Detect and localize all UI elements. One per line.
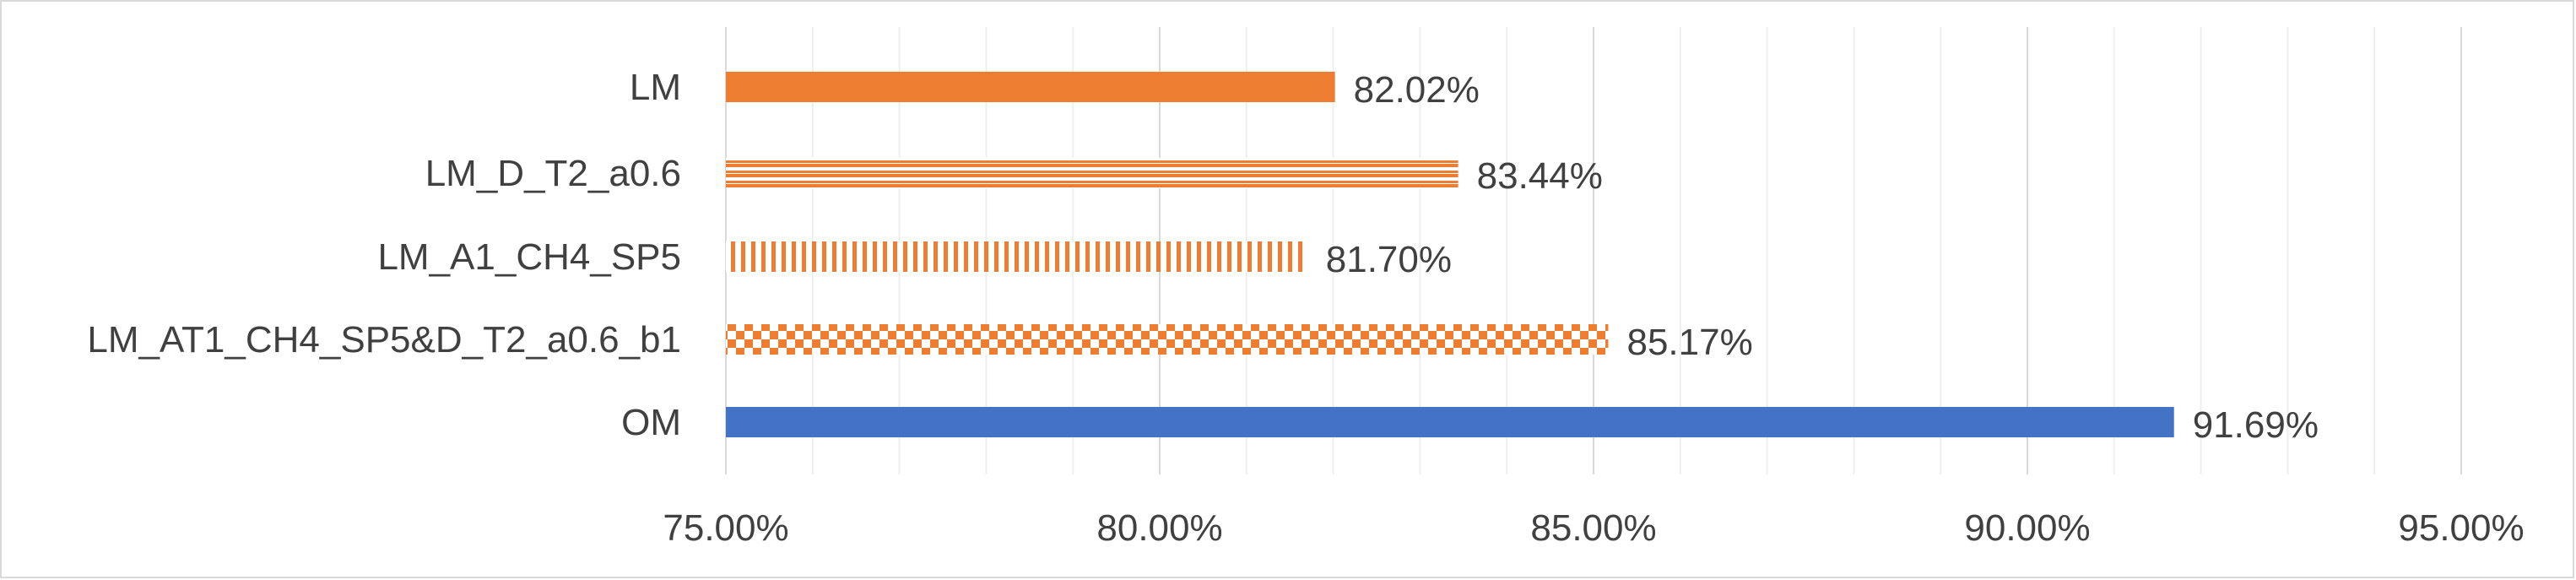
bars xyxy=(726,72,2174,437)
bar-1 xyxy=(726,158,1458,188)
data-label: 91.69% xyxy=(2193,404,2319,446)
x-tick-label: 75.00% xyxy=(663,507,788,549)
bar-3 xyxy=(726,324,1609,355)
category-label: LM xyxy=(630,67,681,108)
labels: 75.00% 80.00% 85.00% 90.00% 95.00% LM 82.02% LM… xyxy=(87,67,2524,549)
x-tick-label: 85.00% xyxy=(1530,507,1656,549)
category-label: LM_D_T2_a0.6 xyxy=(425,153,681,194)
data-label: 82.02% xyxy=(1354,69,1480,111)
x-tick-label: 95.00% xyxy=(2398,507,2524,549)
data-label: 81.70% xyxy=(1326,239,1452,280)
x-tick-label: 80.00% xyxy=(1096,507,1222,549)
category-label: OM xyxy=(621,402,681,443)
x-tick-label: 90.00% xyxy=(1964,507,2090,549)
bar-0 xyxy=(726,72,1335,102)
bar-4 xyxy=(726,407,2174,437)
category-label: LM_A1_CH4_SP5 xyxy=(377,236,681,278)
data-label: 83.44% xyxy=(1477,155,1603,197)
data-label: 85.17% xyxy=(1626,322,1752,363)
category-label: LM_AT1_CH4_SP5&D_T2_a0.6_b1 xyxy=(87,319,681,360)
bar-2 xyxy=(726,241,1307,272)
